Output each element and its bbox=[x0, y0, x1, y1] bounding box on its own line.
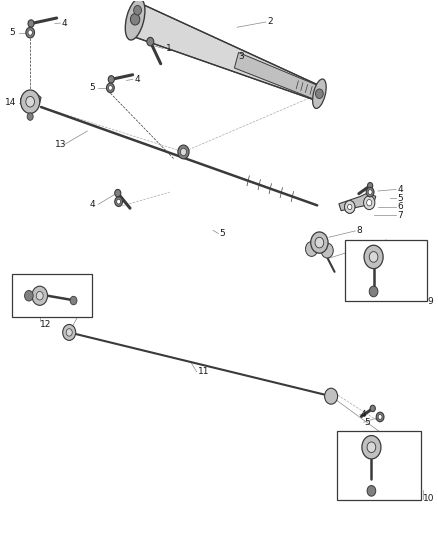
Circle shape bbox=[368, 190, 372, 195]
Circle shape bbox=[364, 196, 374, 209]
Circle shape bbox=[26, 27, 35, 38]
Circle shape bbox=[147, 37, 154, 46]
Text: 5: 5 bbox=[9, 28, 15, 37]
Circle shape bbox=[364, 245, 383, 269]
Bar bbox=[346, 240, 427, 301]
Text: 4: 4 bbox=[61, 19, 67, 28]
Text: 12: 12 bbox=[40, 320, 51, 329]
Circle shape bbox=[70, 296, 77, 305]
Text: 5: 5 bbox=[90, 83, 95, 92]
Circle shape bbox=[321, 243, 333, 258]
Ellipse shape bbox=[313, 79, 326, 108]
Text: 5: 5 bbox=[397, 194, 403, 203]
Circle shape bbox=[325, 388, 338, 404]
Circle shape bbox=[117, 199, 120, 204]
Text: 13: 13 bbox=[55, 140, 67, 149]
Circle shape bbox=[131, 13, 140, 25]
Circle shape bbox=[21, 90, 40, 114]
Text: 8: 8 bbox=[356, 227, 362, 236]
Text: 2: 2 bbox=[267, 18, 273, 27]
Text: 11: 11 bbox=[198, 367, 209, 376]
Circle shape bbox=[180, 148, 187, 156]
Circle shape bbox=[26, 96, 35, 107]
Circle shape bbox=[367, 182, 373, 189]
Circle shape bbox=[311, 232, 328, 253]
Circle shape bbox=[63, 325, 76, 341]
Text: 3: 3 bbox=[238, 52, 244, 61]
Circle shape bbox=[66, 329, 72, 336]
Circle shape bbox=[345, 200, 355, 213]
Circle shape bbox=[366, 187, 374, 197]
Polygon shape bbox=[234, 53, 321, 101]
Circle shape bbox=[115, 189, 121, 197]
Circle shape bbox=[315, 237, 324, 248]
Circle shape bbox=[348, 204, 352, 209]
Text: 4: 4 bbox=[360, 410, 366, 419]
Text: 4: 4 bbox=[134, 75, 140, 84]
Circle shape bbox=[115, 197, 123, 206]
Bar bbox=[337, 431, 421, 500]
Circle shape bbox=[36, 292, 43, 300]
Circle shape bbox=[369, 286, 378, 297]
Circle shape bbox=[367, 442, 376, 453]
Circle shape bbox=[27, 113, 33, 120]
Bar bbox=[11, 274, 92, 317]
Text: 10: 10 bbox=[424, 494, 435, 503]
Circle shape bbox=[25, 290, 33, 301]
Text: 7: 7 bbox=[397, 211, 403, 220]
Ellipse shape bbox=[125, 0, 145, 40]
Circle shape bbox=[178, 145, 189, 159]
Text: 1: 1 bbox=[166, 44, 171, 53]
Text: 5: 5 bbox=[220, 229, 226, 238]
Circle shape bbox=[367, 486, 376, 496]
Circle shape bbox=[367, 199, 372, 206]
Polygon shape bbox=[21, 92, 41, 108]
Text: 9: 9 bbox=[428, 296, 434, 305]
Circle shape bbox=[28, 20, 34, 27]
Text: 14: 14 bbox=[5, 98, 16, 107]
Circle shape bbox=[109, 85, 112, 90]
Text: 4: 4 bbox=[397, 185, 403, 194]
Circle shape bbox=[315, 89, 323, 99]
Circle shape bbox=[28, 30, 32, 35]
Circle shape bbox=[378, 415, 382, 419]
Text: 6: 6 bbox=[397, 203, 403, 212]
Circle shape bbox=[369, 252, 378, 262]
Circle shape bbox=[134, 5, 141, 15]
Circle shape bbox=[345, 200, 355, 213]
Text: 4: 4 bbox=[90, 200, 95, 209]
Circle shape bbox=[108, 76, 114, 83]
Circle shape bbox=[32, 286, 47, 305]
Polygon shape bbox=[131, 3, 321, 101]
Polygon shape bbox=[339, 193, 376, 211]
Circle shape bbox=[362, 435, 381, 459]
Circle shape bbox=[306, 241, 318, 256]
Circle shape bbox=[364, 196, 375, 209]
Text: 5: 5 bbox=[364, 418, 370, 427]
Circle shape bbox=[370, 405, 375, 411]
Circle shape bbox=[376, 412, 384, 422]
Circle shape bbox=[106, 83, 114, 93]
